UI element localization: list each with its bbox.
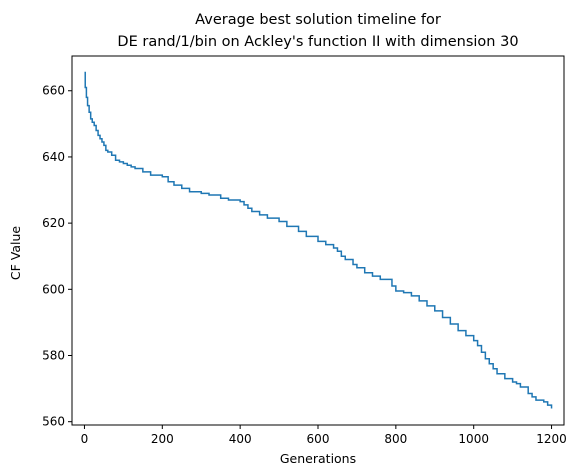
chart-title-line-1: Average best solution timeline for (195, 12, 441, 28)
plot-frame (71, 55, 565, 426)
series-line (84, 71, 553, 409)
x-axis-label: Generations (280, 451, 356, 466)
x-tick-label: 0 (81, 432, 89, 446)
x-tick-label: 1200 (536, 432, 567, 446)
x-tick-label: 200 (151, 432, 174, 446)
y-tick-label: 620 (42, 216, 65, 230)
chart-title-line-2: DE rand/1/bin on Ackley's function II wi… (117, 34, 518, 50)
x-axis-ticks: 0 200 400 600 800 1000 1200 (81, 425, 567, 446)
y-tick-label: 560 (42, 415, 65, 429)
chart-title: Average best solution timeline for DE ra… (117, 12, 518, 50)
x-tick-label: 400 (229, 432, 252, 446)
y-tick-label: 640 (42, 150, 65, 164)
y-tick-label: 660 (42, 84, 65, 98)
y-axis-label: CF Value (8, 226, 23, 281)
y-axis-ticks: 560 580 600 620 640 660 (42, 84, 72, 429)
y-tick-label: 580 (42, 349, 65, 363)
x-tick-label: 600 (307, 432, 330, 446)
y-tick-label: 600 (42, 282, 65, 296)
x-tick-label: 800 (384, 432, 407, 446)
x-tick-label: 1000 (458, 432, 489, 446)
